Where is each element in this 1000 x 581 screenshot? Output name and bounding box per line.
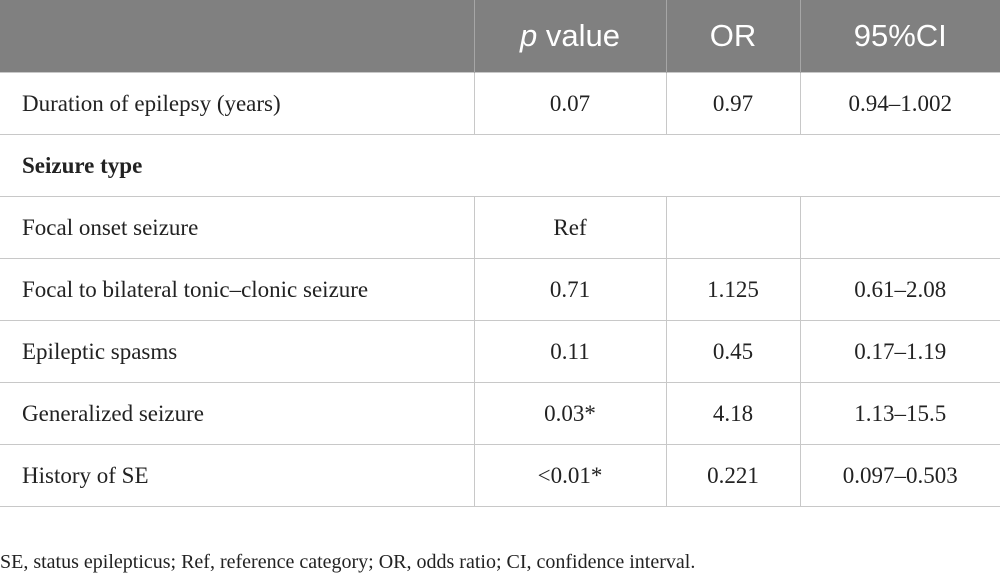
table-cell: <0.01* [473, 444, 667, 507]
table-cell: 4.18 [665, 382, 801, 445]
table-cell: 0.94–1.002 [799, 72, 1000, 135]
table-cell: Generalized seizure [0, 382, 475, 445]
table-cell: 0.07 [473, 72, 667, 135]
table-cell: 0.97 [665, 72, 801, 135]
table-cell [665, 196, 801, 259]
table-cell: 0.221 [665, 444, 801, 507]
header-blank [0, 0, 474, 73]
table-cell: 0.71 [473, 258, 667, 321]
table-row: Focal to bilateral tonic–clonic seizure 0… [0, 258, 1000, 321]
header-cell: 95%CI [799, 0, 1000, 73]
table-cell: Duration of epilepsy (years) [0, 72, 475, 135]
table-row: Epileptic spasms 0.11 0.45 0.17–1.19 [0, 320, 1000, 383]
table-row: Duration of epilepsy (years) 0.07 0.97 0.94… [0, 72, 1000, 135]
table-cell: Ref [473, 196, 667, 259]
table-cell [799, 196, 1000, 259]
table-cell: 0.61–2.08 [799, 258, 1000, 321]
table-row: History of SE <0.01* 0.221 0.097–0.503 [0, 444, 1000, 507]
table-cell: Epileptic spasms [0, 320, 475, 383]
table-cell: 0.097–0.503 [799, 444, 1000, 507]
table-cell: Focal onset seizure [0, 196, 475, 259]
table-cell: 0.11 [473, 320, 667, 383]
table-cell: 0.03* [473, 382, 667, 445]
table-cell: Focal to bilateral tonic–clonic seizure [0, 258, 475, 321]
table-row: Seizure type [0, 134, 1000, 197]
footnote: SE, status epilepticus; Ref, reference c… [0, 551, 696, 573]
header-italic: p [520, 18, 538, 53]
table-cell: 1.13–15.5 [799, 382, 1000, 445]
data-table: p value OR 95%CI Duration of epilepsy (y… [0, 0, 1000, 507]
header-row: p value OR 95%CI [0, 0, 1000, 73]
section-cell: Seizure type [0, 134, 1000, 197]
table-cell: History of SE [0, 444, 475, 507]
header-cell: p value [473, 0, 666, 73]
table-cell: 0.17–1.19 [799, 320, 1000, 383]
header-cell: OR [665, 0, 800, 73]
table-row: Generalized seizure 0.03* 4.18 1.13–15.5 [0, 382, 1000, 445]
table-cell: 1.125 [665, 258, 801, 321]
header-text: value [545, 18, 620, 53]
table-row: Focal onset seizure Ref [0, 196, 1000, 259]
table-cell: 0.45 [665, 320, 801, 383]
